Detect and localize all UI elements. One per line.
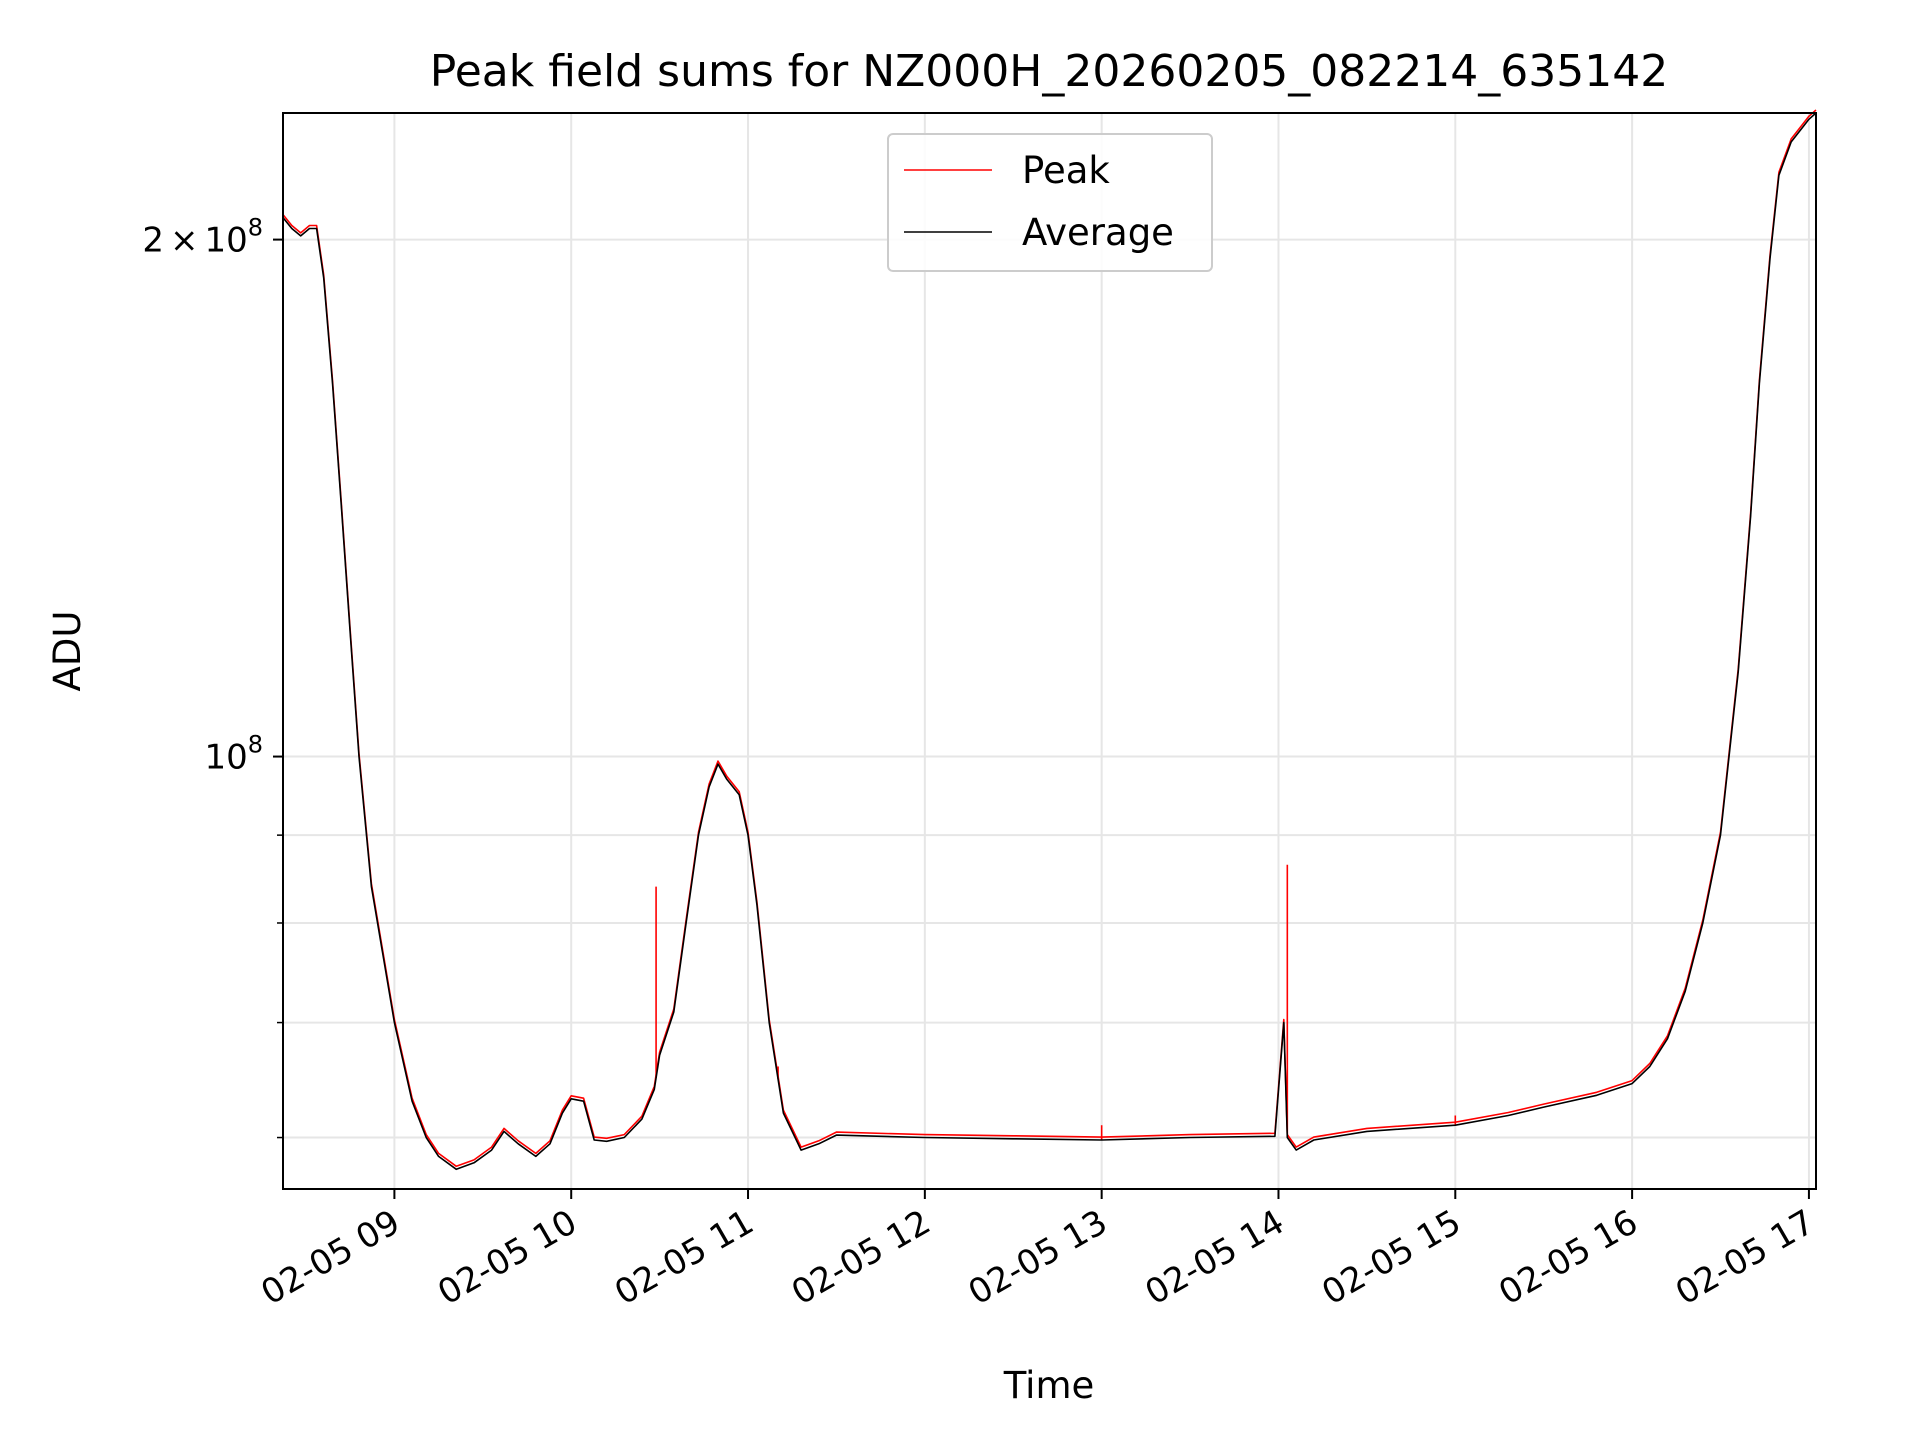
- x-tick-label: 02-05 17: [1669, 1202, 1821, 1313]
- legend-box: [887, 133, 1213, 272]
- grid-lines: [283, 113, 1816, 1189]
- plot-frame: [282, 112, 1817, 1190]
- y-tick-label: 108: [204, 731, 263, 778]
- y-axis-label: ADU: [46, 611, 89, 692]
- series-layer: [282, 109, 1817, 1171]
- x-axis-label: Time: [1003, 1364, 1095, 1407]
- y-axis: 108 2 × 108: [142, 214, 283, 1139]
- legend: Peak Average: [887, 133, 1213, 272]
- legend-average-label: Average: [1022, 211, 1174, 254]
- y-tick-label: 2 × 108: [142, 214, 263, 261]
- average-series-line: [282, 112, 1817, 1171]
- x-tick-label: 02-05 11: [608, 1202, 760, 1313]
- x-tick-label: 02-05 13: [962, 1202, 1114, 1313]
- x-axis: 02-05 09 02-05 10 02-05 11 02-05 12 02-05 13…: [255, 1189, 1821, 1313]
- x-tick-label: 02-05 10: [431, 1202, 583, 1313]
- x-tick-label: 02-05 09: [255, 1202, 407, 1313]
- legend-peak-label: Peak: [1022, 149, 1110, 192]
- x-tick-label: 02-05 15: [1315, 1202, 1467, 1313]
- x-tick-label: 02-05 12: [785, 1202, 937, 1313]
- x-tick-label: 02-05 14: [1139, 1202, 1291, 1313]
- x-tick-label: 02-05 16: [1492, 1202, 1644, 1313]
- chart-title: Peak field sums for NZ000H_20260205_0822…: [430, 46, 1668, 97]
